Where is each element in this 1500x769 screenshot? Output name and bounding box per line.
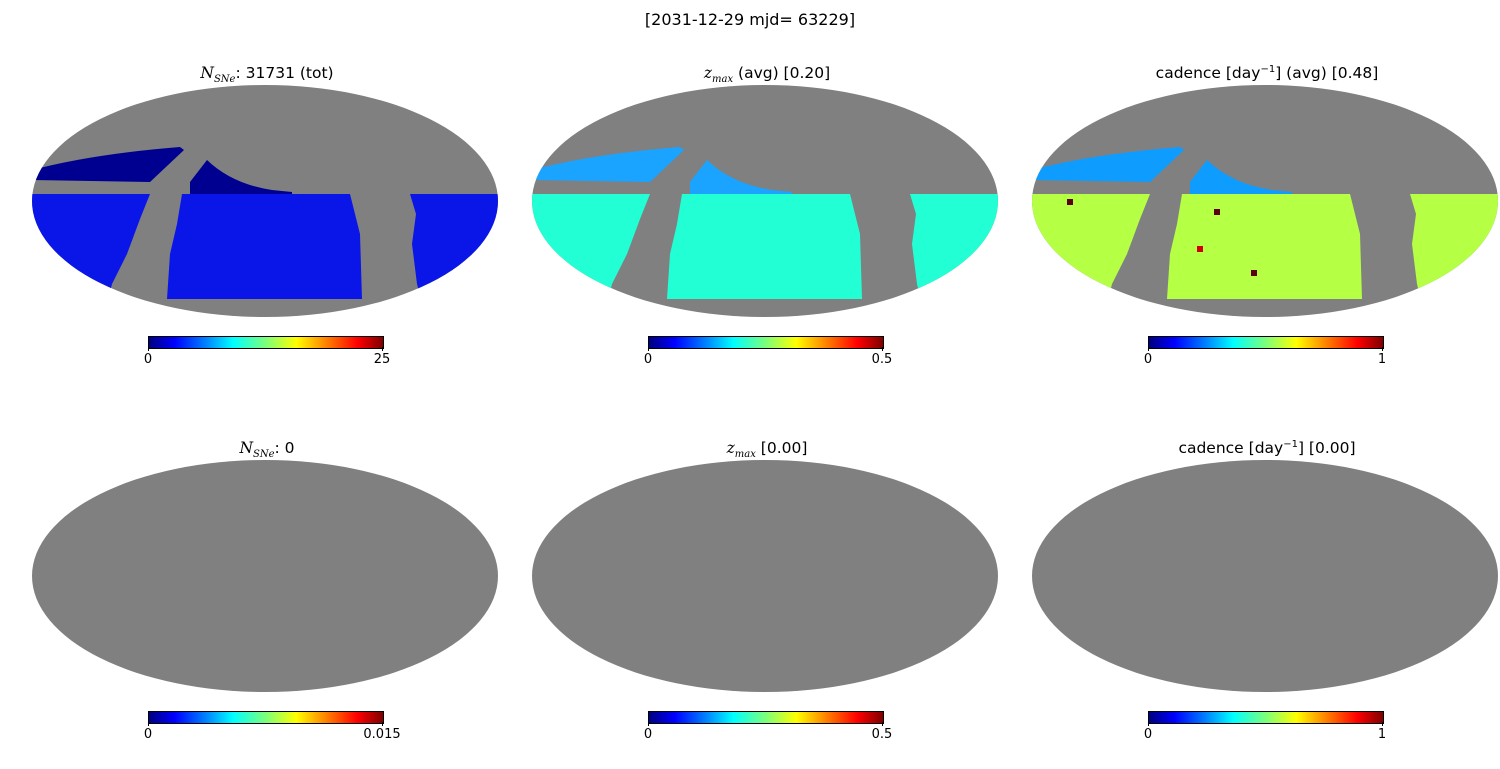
colorbar-min-label: 0 (1143, 352, 1153, 367)
footprint-north-strip-west (32, 147, 184, 182)
colorbar-tick-min (648, 722, 649, 726)
panel-zmax: zmax [0.00] 0 0.5 (532, 439, 1012, 769)
sky-background (532, 460, 998, 692)
panel-title: cadence [day−1] (avg) [0.48] (1155, 64, 1379, 83)
panel-title: cadence [day−1] [0.00] (1178, 439, 1356, 458)
colorbar-tick-min (1148, 722, 1149, 726)
footprint-north-strip-west (1032, 147, 1184, 182)
panel-nsn: NSNe: 0 0 0.015 (32, 439, 512, 769)
colorbar-tick-min (148, 347, 149, 351)
colorbar (1148, 711, 1384, 724)
colorbar-tick-max (1382, 722, 1383, 726)
figure-title: [2031-12-29 mjd= 63229] (644, 10, 856, 29)
colorbar-min-label: 0 (1143, 727, 1153, 742)
footprint-north-strip-west (532, 147, 684, 182)
colorbar-max-label: 0.015 (363, 727, 401, 742)
colorbar-tick-max (1382, 347, 1383, 351)
sky-background (32, 460, 498, 692)
sky-map (532, 460, 998, 692)
colorbar-max-label: 0.5 (871, 352, 893, 367)
colorbar-tick-min (1148, 347, 1149, 351)
footprint-north-strip-east (1190, 160, 1292, 194)
survey-footprint (32, 147, 498, 317)
panel-title: NSNe: 0 (239, 439, 295, 461)
hotspot (1251, 270, 1257, 276)
panel-cadence: cadence [day−1] [0.00] 0 1 (1032, 439, 1500, 769)
panel-nsn-tot: NSNe: 31731 (tot) 0 25 (32, 64, 512, 394)
footprint-main-center (667, 194, 862, 299)
colorbar-tick-min (148, 722, 149, 726)
colorbar (1148, 336, 1384, 349)
colorbar-min-label: 0 (643, 727, 653, 742)
sky-background (1032, 460, 1498, 692)
footprint-main-east (410, 194, 498, 317)
panel-title: zmax (avg) [0.20] (703, 64, 831, 86)
colorbar-tick-max (382, 347, 383, 351)
colorbar-max-label: 25 (373, 352, 391, 367)
footprint-north-strip-east (690, 160, 792, 194)
hotspot (1214, 209, 1220, 215)
colorbar-min-label: 0 (143, 352, 153, 367)
colorbar-min-label: 0 (643, 352, 653, 367)
colorbar-tick-max (882, 347, 883, 351)
footprint-main-east (910, 194, 998, 317)
footprint-main-center (1167, 194, 1362, 299)
colorbar-max-label: 1 (1377, 727, 1387, 742)
panel-cadence-avg: cadence [day−1] (avg) [0.48] 0 1 (1032, 64, 1500, 394)
sky-map (1032, 460, 1498, 692)
colorbar (648, 336, 884, 349)
hotspot (1067, 199, 1073, 205)
sky-map (1032, 85, 1498, 317)
footprint-main-center (167, 194, 362, 299)
colorbar (648, 711, 884, 724)
panel-title: NSNe: 31731 (tot) (200, 64, 334, 86)
colorbar (148, 711, 384, 724)
footprint-main-east (1410, 194, 1498, 317)
sky-map (532, 85, 998, 317)
colorbar-tick-max (882, 722, 883, 726)
footprint-north-strip-east (190, 160, 292, 194)
colorbar (148, 336, 384, 349)
colorbar-max-label: 1 (1377, 352, 1387, 367)
colorbar-min-label: 0 (143, 727, 153, 742)
panel-zmax-avg: zmax (avg) [0.20] 0 0.5 (532, 64, 1012, 394)
colorbar-tick-max (382, 722, 383, 726)
colorbar-tick-min (648, 347, 649, 351)
sky-map (32, 460, 498, 692)
hotspot (1197, 246, 1203, 252)
colorbar-max-label: 0.5 (871, 727, 893, 742)
panel-title: zmax [0.00] (726, 439, 808, 461)
sky-map (32, 85, 498, 317)
